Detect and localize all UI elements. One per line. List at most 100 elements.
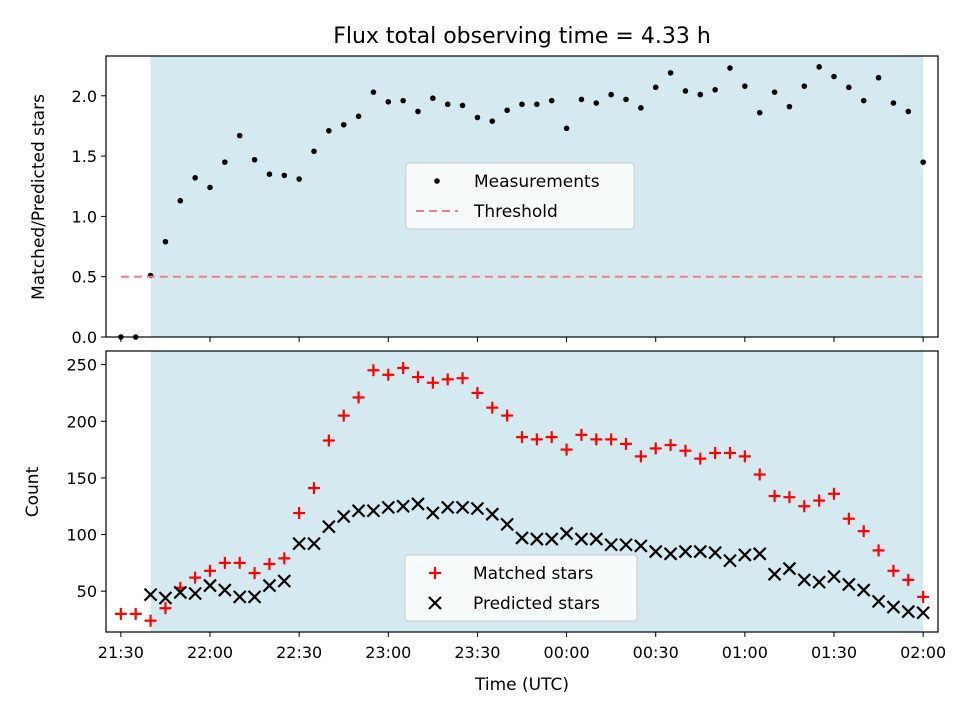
predicted-star-point <box>336 509 351 524</box>
predicted-star-point <box>247 590 262 604</box>
y-tick-label: 1.5 <box>72 147 97 166</box>
measurement-point <box>474 114 481 121</box>
predicted-star-point <box>752 547 767 561</box>
predicted-star-point <box>366 503 381 518</box>
predicted-star-point <box>901 604 916 619</box>
matched-star-point <box>516 431 528 444</box>
x-axis-label: Time (UTC) <box>474 675 569 695</box>
matched-star-point <box>337 409 350 422</box>
measurement-point <box>415 108 421 115</box>
matched-star-point <box>590 433 603 446</box>
bottom-legend: Matched stars Predicted stars <box>404 554 638 622</box>
measurement-point <box>920 159 926 165</box>
measurement-point <box>251 156 258 163</box>
matched-star-point <box>382 368 395 381</box>
predicted-star-point <box>619 537 633 552</box>
matched-star-point <box>783 491 796 504</box>
matched-star-point <box>233 556 246 569</box>
predicted-star-point <box>396 499 410 514</box>
matched-star-point <box>189 571 202 584</box>
bottom-legend-box <box>404 554 638 622</box>
x-tick-label: 23:30 <box>454 643 500 662</box>
x-tick-label: 00:00 <box>544 643 590 662</box>
predicted-star-point <box>485 507 500 521</box>
predicted-star-point <box>812 575 826 589</box>
predicted-star-point <box>678 544 693 559</box>
legend-predicted-label: Predicted stars <box>473 594 600 614</box>
measurement-point <box>890 100 897 106</box>
matched-star-point <box>709 446 722 459</box>
x-tick-label: 22:30 <box>276 643 322 662</box>
measurement-point <box>860 97 867 104</box>
predicted-star-point <box>322 519 336 534</box>
legend-matched-marker <box>429 567 441 579</box>
matched-star-point <box>842 512 855 525</box>
predicted-star-point <box>411 497 425 511</box>
predicted-star-point <box>574 532 589 546</box>
x-tick-label: 21:30 <box>98 643 144 662</box>
bottom-y-axis-label: Count <box>23 466 43 517</box>
matched-star-point <box>634 450 647 463</box>
matched-star-point <box>322 434 335 447</box>
predicted-star-point <box>351 503 366 518</box>
measurement-point <box>281 172 288 179</box>
predicted-star-point <box>381 500 396 515</box>
predicted-star-point <box>143 587 158 602</box>
matched-star-point <box>649 442 662 455</box>
measurement-point <box>177 197 184 204</box>
measurement-point <box>667 70 674 76</box>
legend-measurements-label: Measurements <box>474 172 600 192</box>
chart-title: Flux total observing time = 4.33 h <box>333 24 711 49</box>
matched-star-point <box>857 525 870 538</box>
measurement-point <box>534 101 540 108</box>
y-tick-label: 150 <box>66 469 97 488</box>
matched-star-point <box>471 386 484 399</box>
top-y-axis-label: Matched/Predicted stars <box>29 94 49 300</box>
predicted-star-point <box>426 506 440 520</box>
matched-star-point <box>679 444 692 457</box>
y-tick-label: 250 <box>66 356 97 375</box>
measurement-point <box>340 121 347 128</box>
matched-star-point <box>441 373 454 386</box>
matched-star-point <box>620 437 632 450</box>
predicted-star-point <box>544 532 559 546</box>
predicted-star-point <box>782 561 797 576</box>
y-tick-label: 100 <box>66 526 97 545</box>
measurement-point <box>623 96 629 103</box>
y-tick-label: 2.0 <box>72 87 97 106</box>
measurement-point <box>831 73 837 80</box>
y-tick-label: 200 <box>66 412 97 431</box>
matched-star-point <box>694 452 707 465</box>
measurement-point <box>756 109 763 116</box>
top-legend: Measurements Threshold <box>405 162 635 230</box>
measurement-point <box>296 176 302 182</box>
predicted-star-point <box>634 539 648 553</box>
measurement-point <box>400 97 406 104</box>
measurement-point <box>905 108 912 115</box>
matched-star-point <box>412 371 424 384</box>
predicted-star-point <box>232 590 247 604</box>
top-axes-frame <box>105 55 939 338</box>
top-plot: 0.00.51.01.52.0 Matched/Predicted stars … <box>29 55 939 347</box>
measurement-point <box>608 91 614 98</box>
measurement-point <box>489 118 496 124</box>
measurement-point <box>801 83 808 89</box>
predicted-star-point <box>827 569 841 584</box>
measurement-point <box>266 171 273 177</box>
predicted-star-point <box>277 574 292 588</box>
x-tick-label: 22:00 <box>187 643 233 662</box>
predicted-star-point <box>797 573 812 587</box>
matched-star-point <box>887 564 900 577</box>
measurement-point <box>519 101 525 108</box>
predicted-star-point <box>871 594 886 609</box>
matched-star-point <box>798 500 811 513</box>
matched-star-point <box>902 573 915 586</box>
matched-star-point <box>605 433 618 446</box>
predicted-star-point <box>515 531 529 545</box>
matched-star-point <box>367 364 380 377</box>
measurement-point <box>712 86 718 93</box>
matched-star-point <box>278 552 291 565</box>
matched-star-point <box>248 567 261 580</box>
predicted-star-point <box>856 583 871 597</box>
